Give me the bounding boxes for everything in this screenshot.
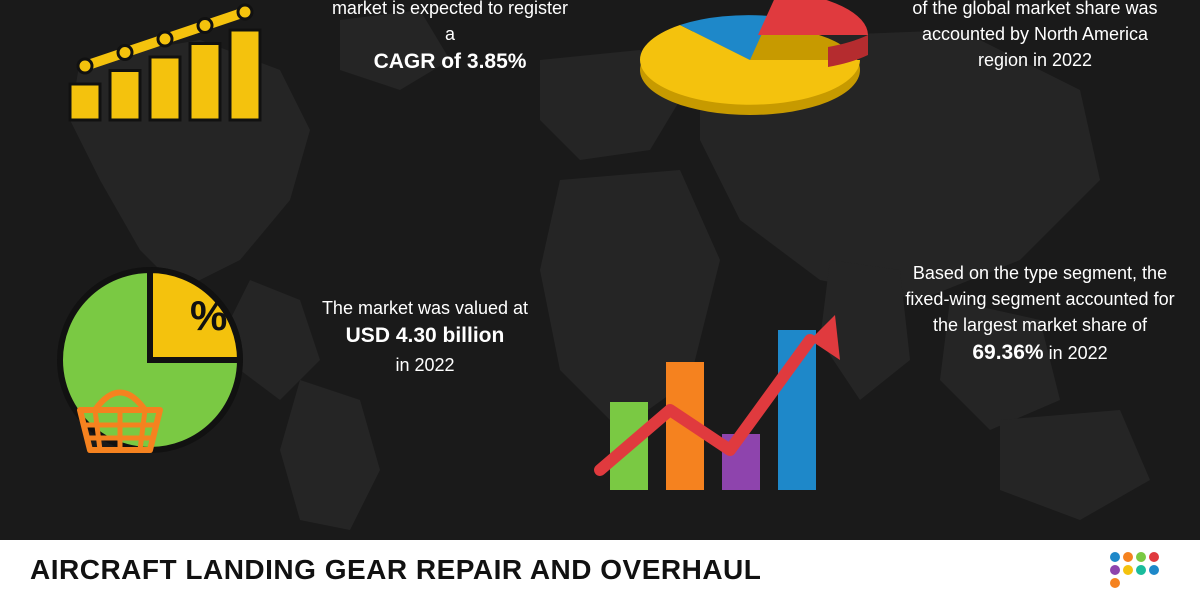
- valuation-stat: The market was valued at USD 4.30 billio…: [300, 295, 550, 378]
- segment-value: 69.36%: [972, 341, 1043, 364]
- valuation-trail: in 2022: [300, 352, 550, 378]
- footer-logo: [1110, 552, 1170, 588]
- segment-trail: in 2022: [1044, 343, 1108, 363]
- logo-dot: [1123, 552, 1133, 562]
- valuation-lead: The market was valued at: [300, 295, 550, 321]
- pie-3d-icon: [620, 0, 880, 135]
- cagr-lead: market is expected to register a: [330, 0, 570, 47]
- growth-chart-icon: [60, 0, 280, 135]
- logo-dot: [1110, 578, 1120, 588]
- logo-dot: [1149, 565, 1159, 575]
- logo-dot: [1136, 565, 1146, 575]
- logo-dot: [1149, 552, 1159, 562]
- logo-dot: [1136, 552, 1146, 562]
- svg-text:%: %: [190, 292, 227, 339]
- cagr-stat: market is expected to register a CAGR of…: [330, 0, 570, 78]
- segment-stat: Based on the type segment, the fixed-win…: [900, 260, 1180, 369]
- infographic-panel: market is expected to register a CAGR of…: [0, 0, 1200, 540]
- cagr-value: CAGR of 3.85%: [330, 47, 570, 77]
- valuation-value: USD 4.30 billion: [300, 321, 550, 351]
- footer-bar: AIRCRAFT LANDING GEAR REPAIR AND OVERHAU…: [0, 540, 1200, 600]
- region-stat: of the global market share was accounted…: [900, 0, 1170, 73]
- region-text: of the global market share was accounted…: [900, 0, 1170, 73]
- percent-pie-icon: %: [40, 260, 270, 475]
- multi-bar-trend-icon: [580, 280, 880, 515]
- segment-lead: Based on the type segment, the fixed-win…: [905, 263, 1174, 335]
- logo-dot: [1123, 565, 1133, 575]
- footer-title: AIRCRAFT LANDING GEAR REPAIR AND OVERHAU…: [30, 554, 761, 586]
- logo-dot: [1110, 565, 1120, 575]
- logo-dot: [1110, 552, 1120, 562]
